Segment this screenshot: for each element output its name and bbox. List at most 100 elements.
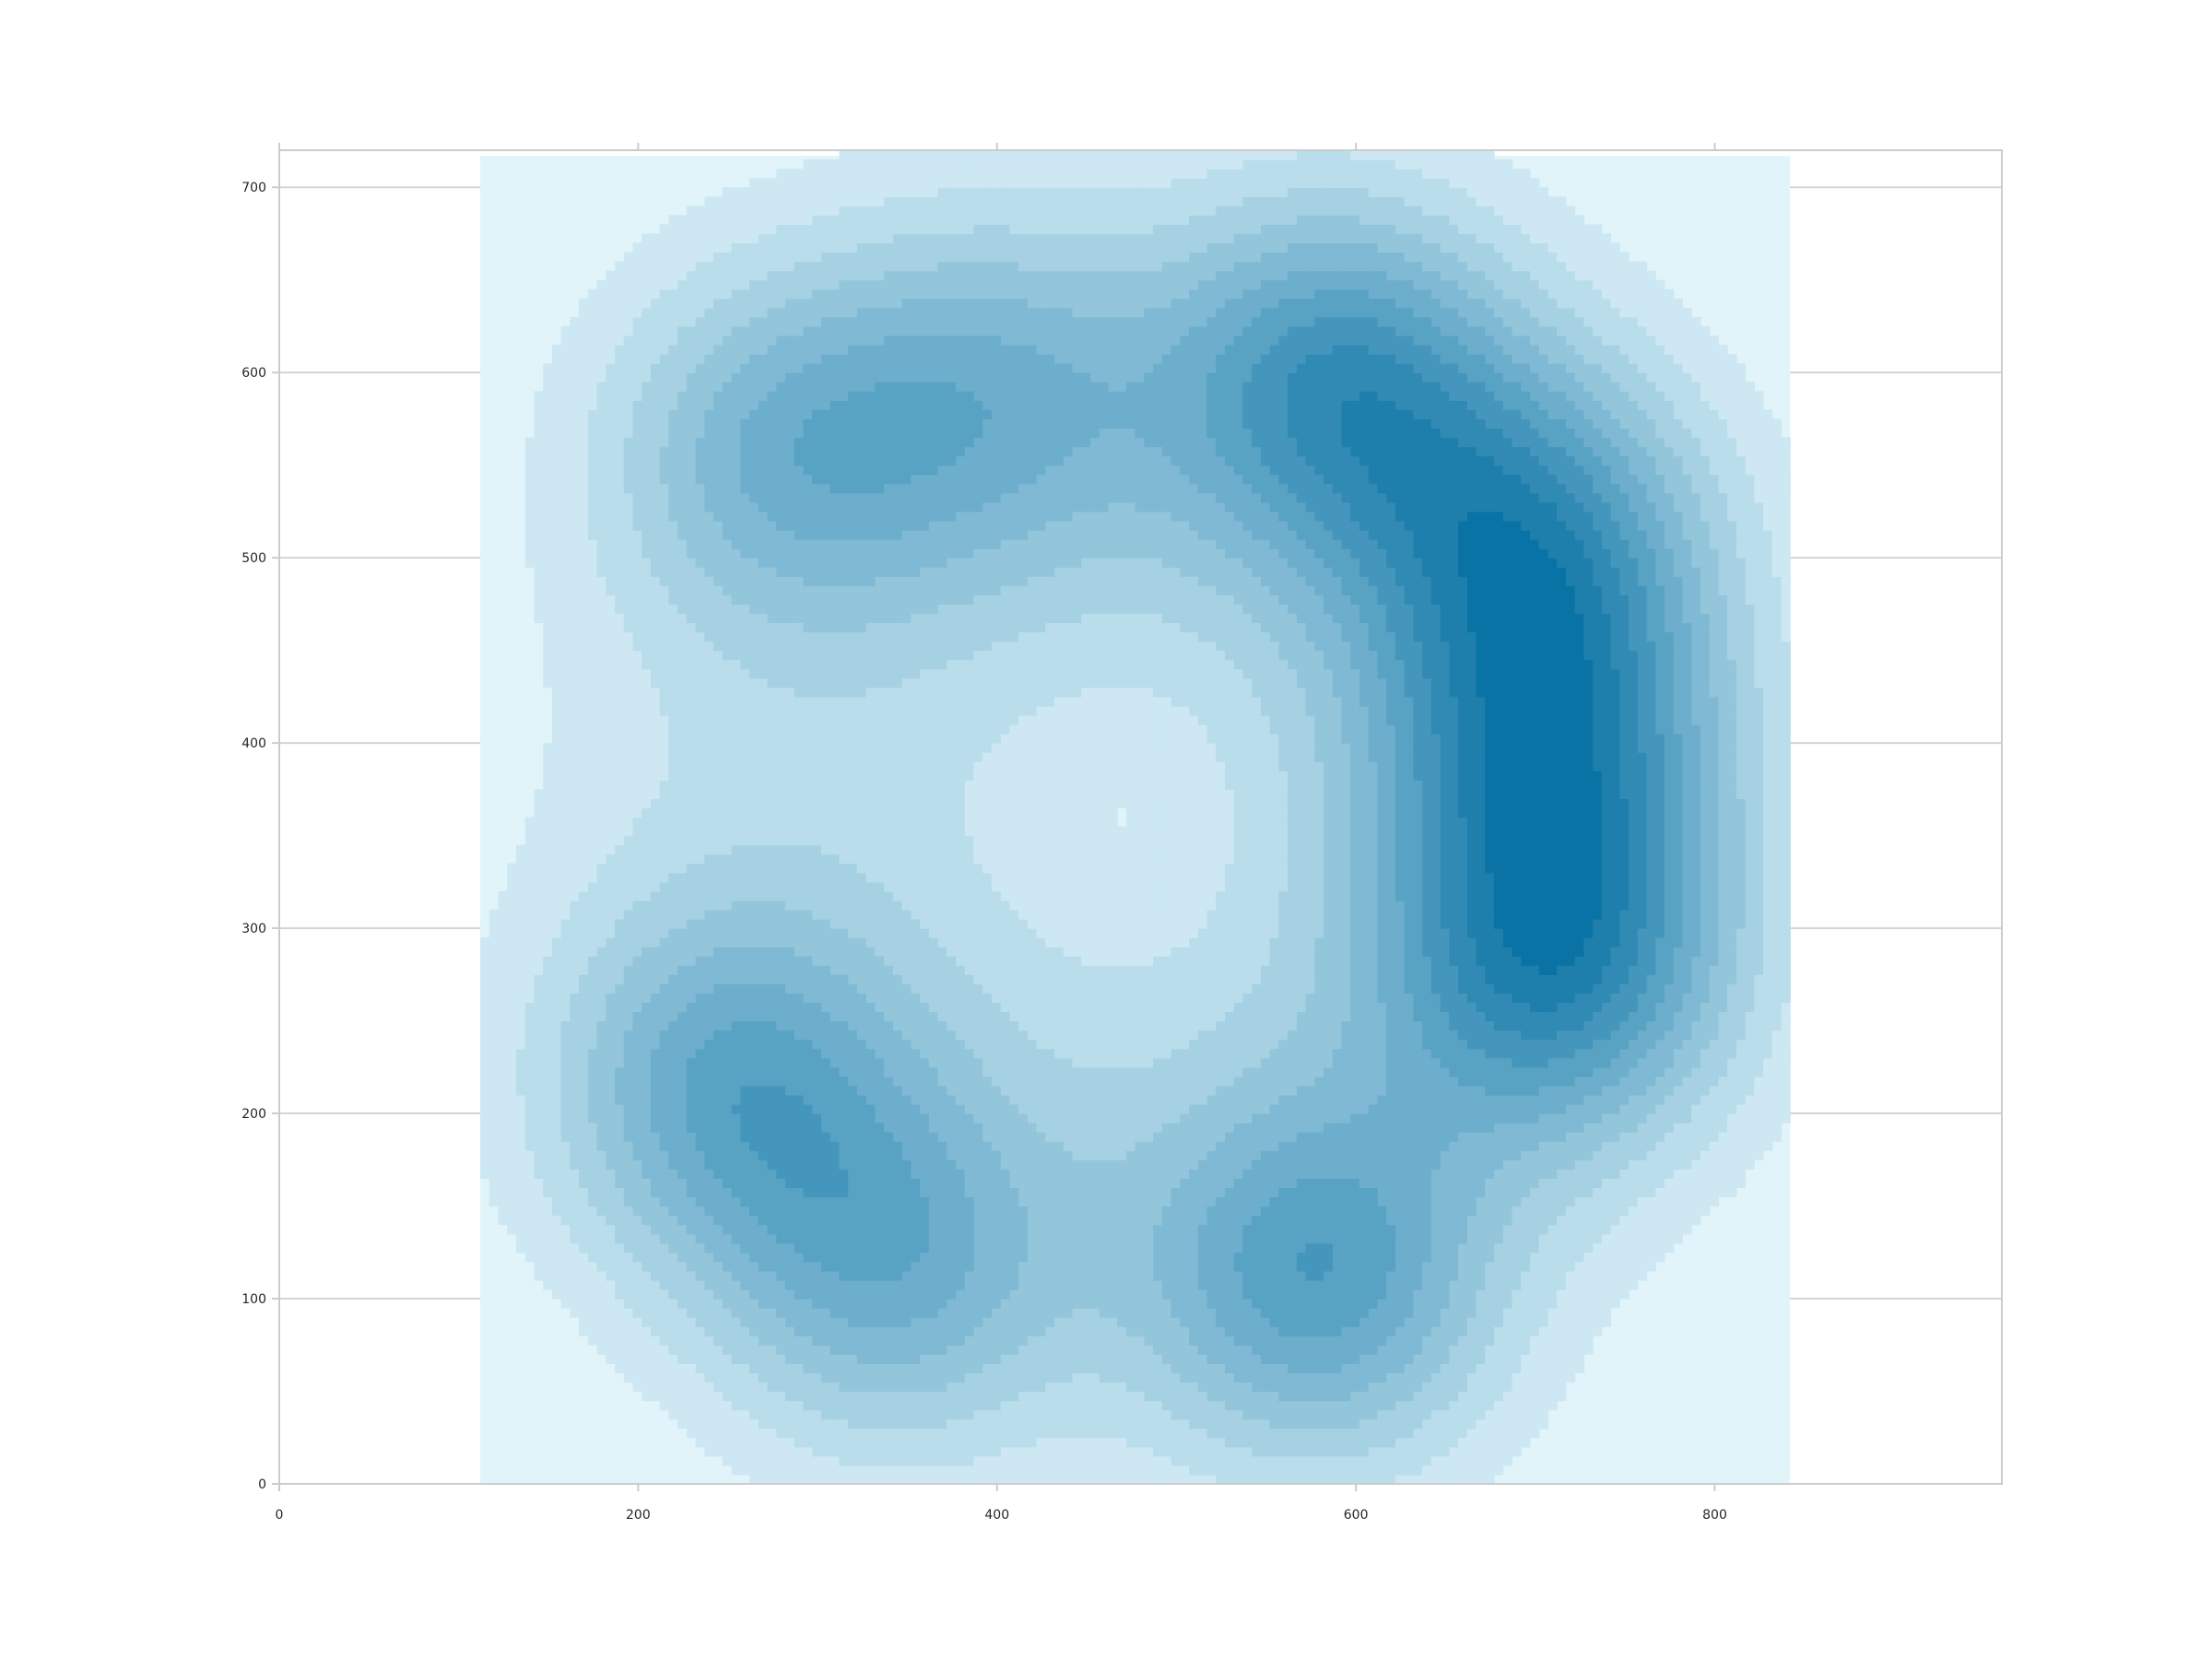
density-cell bbox=[1512, 1326, 1522, 1336]
density-cell bbox=[901, 1335, 912, 1346]
density-cell bbox=[1125, 1279, 1136, 1290]
density-cell bbox=[1144, 1363, 1154, 1374]
density-cell bbox=[1278, 1428, 1288, 1439]
density-cell bbox=[973, 1335, 983, 1346]
density-cell bbox=[856, 1363, 867, 1374]
density-cell bbox=[1494, 1252, 1504, 1263]
density-cell bbox=[1171, 1345, 1181, 1355]
density-cell bbox=[1036, 1252, 1046, 1263]
density-cell bbox=[1260, 1141, 1271, 1151]
density-cell bbox=[1260, 1104, 1271, 1114]
density-cell bbox=[937, 1372, 947, 1383]
density-cell bbox=[534, 1252, 544, 1263]
density-cell bbox=[1288, 1345, 1298, 1355]
density-cell bbox=[1252, 1141, 1262, 1151]
density-cell bbox=[820, 1279, 831, 1290]
density-cell bbox=[1260, 1279, 1271, 1290]
density-cell bbox=[1036, 1206, 1046, 1217]
density-cell bbox=[1225, 1288, 1235, 1300]
density-cell bbox=[1180, 1094, 1190, 1105]
density-cell bbox=[937, 1150, 947, 1160]
density-cell bbox=[606, 1113, 616, 1124]
density-cell bbox=[1260, 1169, 1271, 1179]
density-cell bbox=[641, 1382, 652, 1393]
density-cell bbox=[1288, 1150, 1298, 1160]
density-cell bbox=[892, 1299, 903, 1309]
density-cell bbox=[865, 1150, 876, 1160]
density-cell bbox=[1350, 1206, 1360, 1217]
density-cell bbox=[534, 1132, 544, 1142]
density-cell bbox=[1180, 1345, 1190, 1355]
density-cell bbox=[560, 1299, 571, 1309]
density-cell bbox=[803, 1169, 813, 1179]
density-cell bbox=[615, 1206, 625, 1217]
density-cell bbox=[937, 1104, 947, 1114]
density-cell bbox=[749, 1187, 759, 1198]
density-cell bbox=[767, 1335, 777, 1346]
density-cell bbox=[1296, 1363, 1307, 1374]
density-cell bbox=[1485, 1224, 1495, 1235]
density-cell bbox=[1233, 1391, 1244, 1402]
density-cell bbox=[1529, 1400, 1540, 1411]
density-cell bbox=[856, 1299, 867, 1309]
density-cell bbox=[632, 1215, 642, 1226]
density-cell bbox=[570, 1141, 580, 1151]
density-cell bbox=[623, 1141, 634, 1151]
density-cell bbox=[1502, 1196, 1513, 1207]
density-cell bbox=[731, 1159, 741, 1170]
density-cell bbox=[1269, 1215, 1280, 1226]
density-cell bbox=[1197, 1270, 1208, 1281]
density-cell bbox=[1125, 1169, 1136, 1179]
density-cell bbox=[1206, 1224, 1217, 1235]
density-cell bbox=[1466, 1132, 1477, 1142]
density-cell bbox=[892, 1428, 903, 1439]
density-cell bbox=[1072, 1113, 1082, 1124]
density-cell bbox=[937, 1308, 947, 1318]
density-cell bbox=[731, 1224, 741, 1235]
density-cell bbox=[982, 1279, 993, 1290]
density-cell bbox=[856, 1455, 867, 1466]
density-cell bbox=[875, 1382, 885, 1393]
density-cell bbox=[875, 1345, 885, 1355]
density-cell bbox=[892, 1335, 903, 1346]
density-cell bbox=[884, 1308, 894, 1318]
density-cell bbox=[1063, 1428, 1074, 1439]
density-cell bbox=[812, 1224, 822, 1235]
density-cell bbox=[1494, 1446, 1504, 1457]
density-cell bbox=[695, 1345, 706, 1355]
density-cell bbox=[1430, 1409, 1441, 1420]
density-cell bbox=[1529, 1196, 1540, 1207]
density-cell bbox=[606, 1242, 616, 1253]
density-cell bbox=[1171, 1446, 1181, 1457]
density-cell bbox=[1089, 1400, 1100, 1411]
density-cell bbox=[641, 1159, 652, 1170]
density-cell bbox=[1161, 1094, 1172, 1105]
density-cell bbox=[1593, 1288, 1603, 1300]
density-cell bbox=[1440, 1326, 1450, 1336]
density-cell bbox=[1018, 1465, 1029, 1476]
density-cell bbox=[722, 1317, 733, 1327]
density-cell bbox=[884, 1474, 894, 1484]
density-cell bbox=[1466, 1354, 1477, 1364]
density-cell bbox=[524, 1233, 535, 1244]
density-cell bbox=[848, 1206, 858, 1217]
density-cell bbox=[651, 1261, 661, 1272]
density-cell bbox=[1252, 1279, 1262, 1290]
density-cell bbox=[839, 1335, 849, 1346]
density-cell bbox=[1314, 1465, 1324, 1476]
density-cell bbox=[1557, 1335, 1567, 1346]
density-cell bbox=[1108, 1123, 1118, 1133]
density-cell bbox=[1180, 1261, 1190, 1272]
density-cell bbox=[1664, 1196, 1675, 1207]
density-cell bbox=[615, 1279, 625, 1290]
density-cell bbox=[1089, 1391, 1100, 1402]
density-cell bbox=[1709, 1150, 1719, 1160]
density-cell bbox=[1547, 1261, 1558, 1272]
density-cell bbox=[1324, 1400, 1334, 1411]
density-cell bbox=[812, 1418, 822, 1430]
density-cell bbox=[1252, 1159, 1262, 1170]
density-cell bbox=[1161, 1335, 1172, 1346]
density-cell bbox=[911, 1363, 921, 1374]
density-cell bbox=[1394, 1215, 1406, 1226]
density-cell bbox=[1117, 1132, 1127, 1142]
